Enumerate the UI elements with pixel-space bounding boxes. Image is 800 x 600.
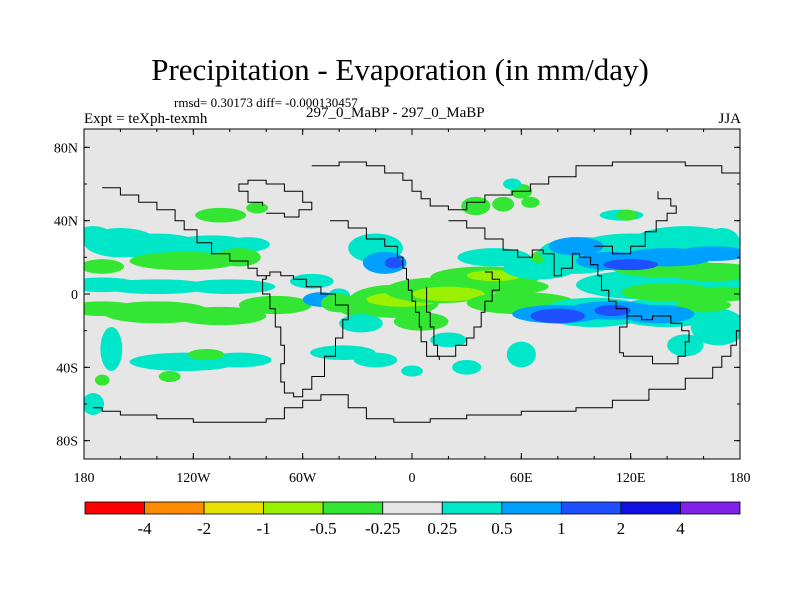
colorbar-swatch: [560, 501, 622, 515]
colorbar-label: 1: [557, 519, 566, 538]
field-region: [100, 327, 123, 371]
colorbar: -4 -2 -1 -0.5 -0.25 0.25 0.5 1 2 4: [84, 501, 741, 538]
colorbar-label: 2: [617, 519, 626, 538]
field-region: [676, 246, 740, 261]
y-tick-label: 40S: [56, 361, 78, 376]
colorbar-label: -0.5: [310, 519, 337, 538]
field-region: [603, 259, 659, 271]
field-region: [667, 262, 740, 282]
field-region: [685, 286, 740, 302]
field-region: [521, 196, 540, 208]
coastline-layer: [93, 161, 740, 423]
x-tick-label: 180: [74, 471, 95, 486]
coastline: [102, 187, 267, 280]
y-tick-label: 0: [71, 288, 78, 303]
field-region: [184, 279, 276, 294]
x-tick-label: 60W: [289, 471, 317, 486]
coastline: [330, 220, 440, 360]
field-region: [217, 248, 261, 267]
field-region: [548, 237, 604, 256]
colorbar-swatch: [620, 501, 681, 515]
field-region: [175, 306, 267, 326]
field-region: [187, 349, 225, 360]
colorbar-label: 0.5: [491, 519, 512, 538]
colorbar-label: -2: [197, 519, 211, 538]
field-region: [384, 257, 403, 269]
field-region: [84, 393, 105, 415]
field-region: [461, 196, 491, 216]
field-region: [430, 332, 467, 348]
colorbar-swatch: [501, 501, 562, 515]
colorbar-swatch: [144, 501, 205, 515]
coastline: [594, 191, 677, 255]
field-region: [690, 308, 740, 346]
field-region: [158, 371, 181, 382]
x-tick-label: 180: [730, 471, 751, 486]
colorbar-label: -1: [257, 519, 271, 538]
field-region: [506, 341, 536, 368]
colorbar-swatch: [203, 501, 265, 515]
field-region: [226, 237, 270, 252]
field-region: [492, 196, 515, 212]
field-region: [339, 314, 383, 333]
field-region: [594, 305, 631, 316]
coastline: [616, 308, 690, 365]
chart-title: Precipitation - Evaporation (in mm/day): [151, 52, 649, 87]
coastline: [448, 220, 617, 309]
field-region: [246, 202, 269, 214]
colorbar-swatch: [322, 501, 384, 515]
rmsd-diff-stats: rmsd= 0.30173 diff= -0.000130457: [174, 95, 358, 110]
colorbar-swatch: [441, 501, 503, 515]
data-field-layer: [84, 178, 740, 415]
experiment-label: Expt = teXph-texmh: [84, 111, 208, 127]
comparison-label: 297_0_MaBP - 297_0_MaBP: [306, 105, 485, 121]
coastline: [262, 271, 349, 398]
x-tick-label: 60E: [510, 471, 533, 486]
y-tick-label: 40N: [54, 215, 78, 230]
x-tick-label: 120E: [616, 471, 646, 486]
field-region: [289, 273, 334, 289]
y-axis: 80N 40N 0 40S 80S: [54, 141, 740, 450]
field-region: [676, 297, 731, 313]
field-region: [412, 286, 485, 302]
coastline: [311, 161, 740, 211]
field-region: [530, 308, 586, 324]
field-region: [94, 374, 110, 386]
colorbar-label: 0.25: [427, 519, 457, 538]
field-region: [616, 209, 638, 221]
coastline: [93, 312, 740, 423]
colorbar-label: 4: [676, 519, 685, 538]
field-region: [238, 295, 312, 315]
colorbar-swatch: [680, 501, 741, 515]
colorbar-swatch: [263, 501, 324, 515]
field-region: [362, 251, 407, 274]
field-region: [102, 279, 212, 294]
colorbar-swatch: [382, 501, 443, 515]
colorbar-label: -0.25: [365, 519, 400, 538]
colorbar-label: -4: [137, 519, 152, 538]
colorbar-swatch: [84, 501, 145, 515]
y-tick-label: 80N: [54, 141, 78, 156]
field-region: [401, 365, 423, 377]
y-tick-label: 80S: [56, 435, 78, 450]
coastline: [426, 271, 500, 357]
field-region: [129, 251, 239, 271]
field-region: [393, 312, 449, 331]
field-region: [353, 352, 398, 368]
field-region: [195, 207, 247, 223]
x-axis: 180 120W 60W 0 60E 120E 180: [74, 129, 751, 486]
field-region: [452, 360, 482, 375]
field-region: [84, 259, 125, 274]
field-region: [621, 305, 695, 324]
coastline: [238, 179, 313, 218]
x-tick-label: 0: [409, 471, 416, 486]
season-label: JJA: [718, 111, 741, 127]
field-region: [475, 279, 549, 294]
field-region: [503, 178, 522, 190]
x-tick-label: 120W: [176, 471, 211, 486]
